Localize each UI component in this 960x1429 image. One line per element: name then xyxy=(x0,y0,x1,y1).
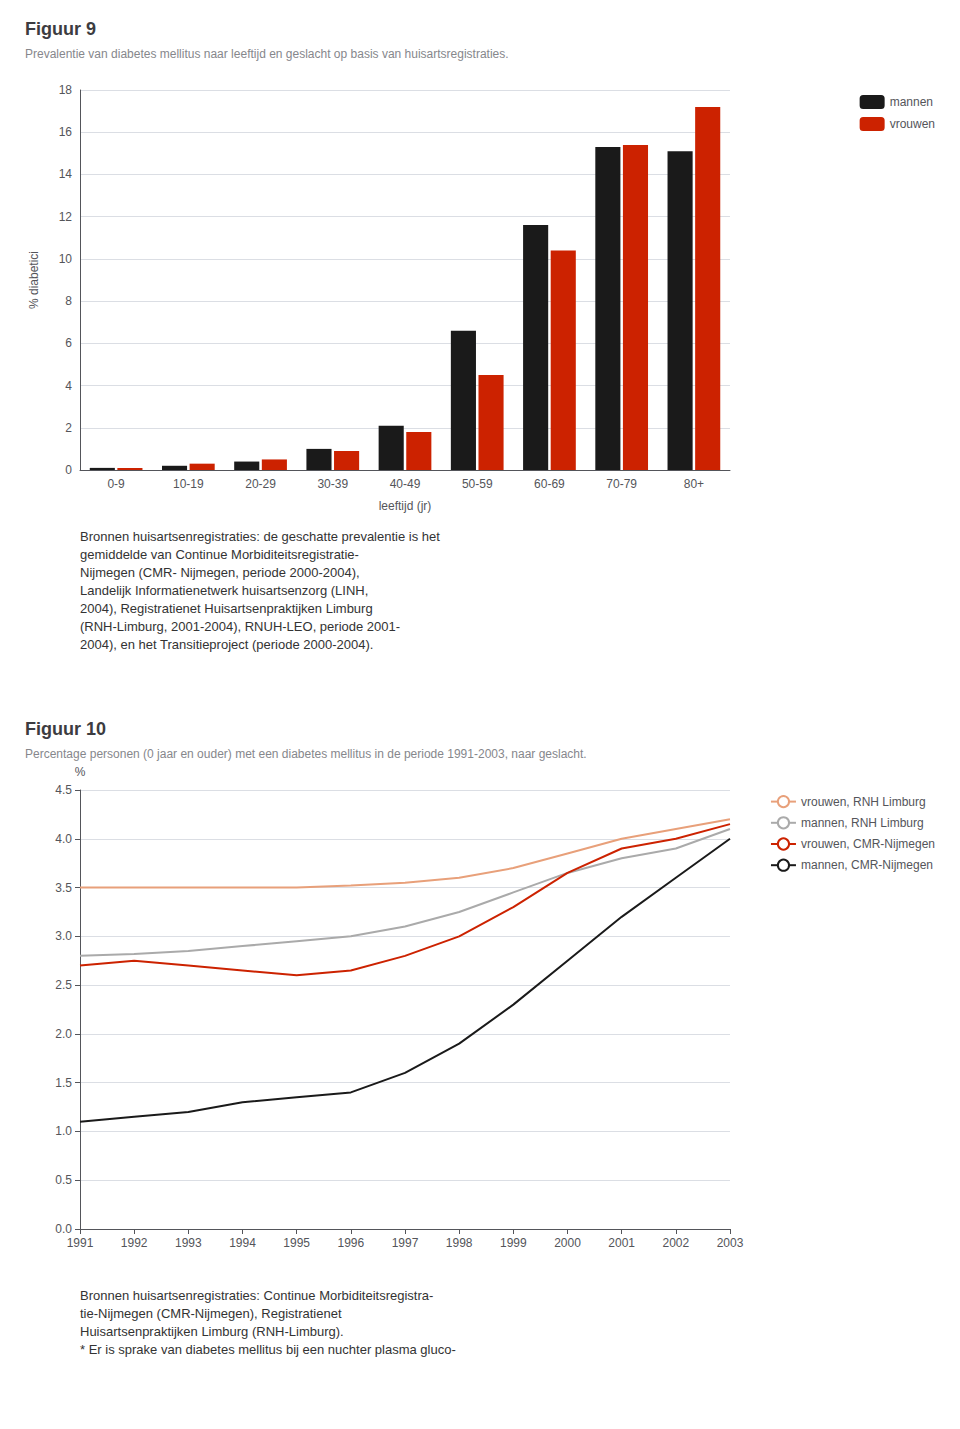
svg-text:mannen, CMR-Nijmegen: mannen, CMR-Nijmegen xyxy=(801,858,933,872)
svg-text:Bronnen huisartsenregistraties: Bronnen huisartsenregistraties: de gesch… xyxy=(80,529,440,544)
svg-text:1993: 1993 xyxy=(175,1236,202,1250)
svg-text:2.0: 2.0 xyxy=(55,1027,72,1041)
svg-text:(RNH-Limburg, 2001-2004), RNUH: (RNH-Limburg, 2001-2004), RNUH-LEO, peri… xyxy=(80,619,400,634)
svg-text:4.5: 4.5 xyxy=(55,783,72,797)
svg-text:Huisartsenpraktijken Limburg (: Huisartsenpraktijken Limburg (RNH-Limbur… xyxy=(80,1324,344,1339)
svg-text:1998: 1998 xyxy=(446,1236,473,1250)
svg-text:50-59: 50-59 xyxy=(462,477,493,491)
svg-text:* Er is sprake van diabetes me: * Er is sprake van diabetes mellitus bij… xyxy=(80,1342,456,1357)
svg-text:80+: 80+ xyxy=(684,477,704,491)
svg-text:Prevalentie van diabetes melli: Prevalentie van diabetes mellitus naar l… xyxy=(25,47,509,61)
svg-text:18: 18 xyxy=(59,83,73,97)
svg-text:2002: 2002 xyxy=(662,1236,689,1250)
svg-text:1992: 1992 xyxy=(121,1236,148,1250)
svg-text:1995: 1995 xyxy=(283,1236,310,1250)
svg-text:3.0: 3.0 xyxy=(55,929,72,943)
svg-text:16: 16 xyxy=(59,125,73,139)
svg-text:10-19: 10-19 xyxy=(173,477,204,491)
svg-text:2003: 2003 xyxy=(717,1236,744,1250)
svg-text:70-79: 70-79 xyxy=(606,477,637,491)
svg-text:tie-Nijmegen (CMR-Nijmegen), R: tie-Nijmegen (CMR-Nijmegen), Registratie… xyxy=(80,1306,342,1321)
svg-text:Figuur 9: Figuur 9 xyxy=(25,19,96,39)
svg-text:Figuur 10: Figuur 10 xyxy=(25,719,106,739)
svg-text:%: % xyxy=(75,765,86,779)
svg-text:Bronnen huisartsenregistraties: Bronnen huisartsenregistraties: Continue… xyxy=(80,1288,433,1303)
svg-text:0.5: 0.5 xyxy=(55,1173,72,1187)
svg-text:% diabetici: % diabetici xyxy=(27,251,41,309)
svg-text:30-39: 30-39 xyxy=(317,477,348,491)
svg-text:mannen, RNH Limburg: mannen, RNH Limburg xyxy=(801,816,924,830)
svg-text:1999: 1999 xyxy=(500,1236,527,1250)
svg-text:0: 0 xyxy=(65,463,72,477)
svg-text:4.0: 4.0 xyxy=(55,832,72,846)
svg-text:6: 6 xyxy=(65,336,72,350)
svg-text:1.5: 1.5 xyxy=(55,1076,72,1090)
svg-text:3.5: 3.5 xyxy=(55,881,72,895)
svg-text:vrouwen, RNH Limburg: vrouwen, RNH Limburg xyxy=(801,795,926,809)
svg-text:mannen: mannen xyxy=(890,95,933,109)
svg-text:0-9: 0-9 xyxy=(107,477,125,491)
svg-text:vrouwen, CMR-Nijmegen: vrouwen, CMR-Nijmegen xyxy=(801,837,935,851)
svg-text:8: 8 xyxy=(65,294,72,308)
svg-text:1991: 1991 xyxy=(67,1236,94,1250)
svg-text:Nijmegen (CMR- Nijmegen, perio: Nijmegen (CMR- Nijmegen, periode 2000-20… xyxy=(80,565,360,580)
svg-text:2: 2 xyxy=(65,421,72,435)
svg-text:10: 10 xyxy=(59,252,73,266)
svg-text:2001: 2001 xyxy=(608,1236,635,1250)
svg-text:1994: 1994 xyxy=(229,1236,256,1250)
svg-text:1.0: 1.0 xyxy=(55,1124,72,1138)
svg-text:60-69: 60-69 xyxy=(534,477,565,491)
svg-text:40-49: 40-49 xyxy=(390,477,421,491)
svg-text:0.0: 0.0 xyxy=(55,1222,72,1236)
svg-text:Landelijk Informatienetwerk hu: Landelijk Informatienetwerk huisartsenzo… xyxy=(80,583,368,598)
svg-text:2004), Registratienet Huisarts: 2004), Registratienet Huisartsenpraktijk… xyxy=(80,601,373,616)
svg-text:2.5: 2.5 xyxy=(55,978,72,992)
svg-text:14: 14 xyxy=(59,167,73,181)
svg-text:1996: 1996 xyxy=(337,1236,364,1250)
svg-text:Percentage personen (0 jaar en: Percentage personen (0 jaar en ouder) me… xyxy=(25,747,587,761)
svg-text:gemiddelde van Continue Morbid: gemiddelde van Continue Morbiditeitsregi… xyxy=(80,547,359,562)
svg-text:1997: 1997 xyxy=(392,1236,419,1250)
svg-text:4: 4 xyxy=(65,379,72,393)
svg-text:2004), en het Transitieproject: 2004), en het Transitieproject (periode … xyxy=(80,637,373,652)
svg-text:20-29: 20-29 xyxy=(245,477,276,491)
svg-text:leeftijd (jr): leeftijd (jr) xyxy=(379,499,432,513)
svg-text:vrouwen: vrouwen xyxy=(890,117,935,131)
svg-text:12: 12 xyxy=(59,210,73,224)
svg-text:2000: 2000 xyxy=(554,1236,581,1250)
